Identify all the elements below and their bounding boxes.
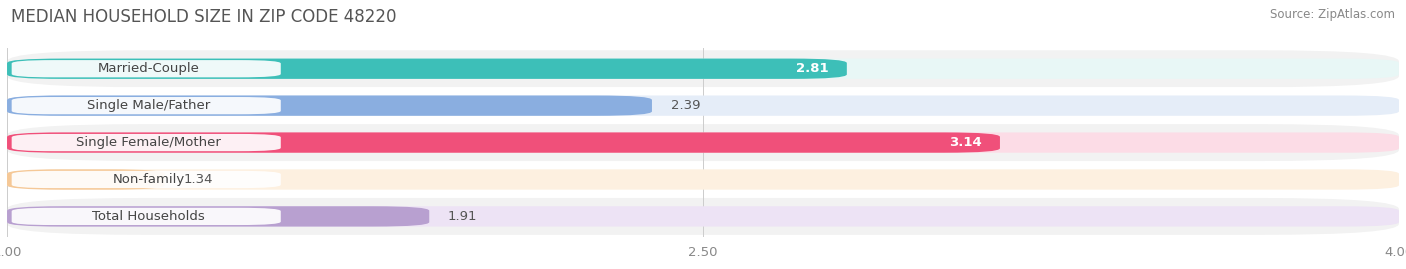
Text: 3.14: 3.14 (949, 136, 981, 149)
FancyBboxPatch shape (11, 97, 281, 114)
Text: Single Male/Father: Single Male/Father (87, 99, 209, 112)
FancyBboxPatch shape (11, 60, 281, 77)
FancyBboxPatch shape (7, 124, 1399, 161)
FancyBboxPatch shape (11, 134, 281, 151)
FancyBboxPatch shape (7, 206, 429, 226)
Text: MEDIAN HOUSEHOLD SIZE IN ZIP CODE 48220: MEDIAN HOUSEHOLD SIZE IN ZIP CODE 48220 (11, 8, 396, 26)
Text: 2.39: 2.39 (671, 99, 700, 112)
Text: Source: ZipAtlas.com: Source: ZipAtlas.com (1270, 8, 1395, 21)
FancyBboxPatch shape (7, 132, 1399, 153)
FancyBboxPatch shape (7, 95, 652, 116)
FancyBboxPatch shape (7, 59, 846, 79)
Text: Married-Couple: Married-Couple (97, 62, 200, 75)
FancyBboxPatch shape (7, 198, 1399, 235)
FancyBboxPatch shape (7, 206, 1399, 226)
FancyBboxPatch shape (7, 95, 1399, 116)
Text: Total Households: Total Households (93, 210, 205, 223)
Text: 2.81: 2.81 (796, 62, 828, 75)
FancyBboxPatch shape (11, 171, 281, 188)
FancyBboxPatch shape (7, 59, 1399, 79)
FancyBboxPatch shape (7, 169, 165, 190)
Text: Single Female/Mother: Single Female/Mother (76, 136, 221, 149)
FancyBboxPatch shape (7, 132, 1000, 153)
FancyBboxPatch shape (7, 50, 1399, 87)
FancyBboxPatch shape (11, 208, 281, 225)
Text: 1.34: 1.34 (183, 173, 212, 186)
FancyBboxPatch shape (7, 87, 1399, 124)
Text: Non-family: Non-family (112, 173, 184, 186)
FancyBboxPatch shape (7, 169, 1399, 190)
Text: 1.91: 1.91 (447, 210, 477, 223)
FancyBboxPatch shape (7, 161, 1399, 198)
